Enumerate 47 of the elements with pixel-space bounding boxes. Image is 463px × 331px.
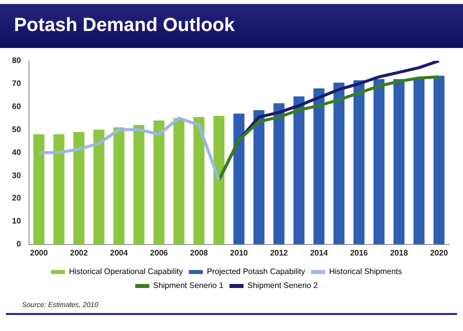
x-tick-label: 2012 — [270, 248, 288, 258]
x-tick-label: 2008 — [190, 248, 208, 258]
y-tick-label: 60 — [12, 102, 22, 111]
bar — [193, 117, 204, 244]
bar — [153, 120, 164, 244]
bar — [213, 116, 224, 244]
bar — [413, 78, 424, 244]
bar — [233, 114, 244, 244]
bar — [433, 76, 444, 244]
x-tick-label: 2020 — [430, 248, 448, 258]
bar — [173, 118, 184, 244]
y-tick-label: 40 — [12, 148, 22, 157]
x-tick-label: 2016 — [350, 248, 368, 258]
y-tick-label: 10 — [12, 216, 22, 226]
bar — [333, 82, 344, 244]
bar — [293, 96, 304, 244]
bar — [113, 127, 124, 244]
legend-label: Shipment Senerio 2 — [248, 281, 318, 290]
bar — [353, 80, 364, 244]
x-tick-label: 2014 — [310, 248, 328, 258]
chart-title: Potash Demand Outlook — [0, 4, 463, 48]
y-tick-label: 50 — [12, 124, 22, 134]
y-tick-label: 70 — [12, 78, 22, 88]
bar — [33, 134, 44, 244]
y-tick-label: 80 — [12, 56, 22, 66]
x-tick-label: 2004 — [110, 248, 128, 258]
x-tick-label: 2006 — [150, 248, 168, 258]
bar — [313, 88, 324, 244]
x-tick-label: 2000 — [30, 248, 48, 258]
x-tick-label: 2002 — [70, 248, 88, 258]
bar — [133, 125, 144, 244]
bar — [393, 79, 404, 244]
bar — [93, 130, 104, 244]
x-tick-label: 2018 — [390, 248, 408, 258]
bar — [253, 110, 264, 244]
legend-label: Projected Potash Capability — [206, 267, 306, 276]
legend-label: Historical Shipments — [329, 267, 402, 276]
y-tick-label: 20 — [12, 194, 22, 203]
legend-label: Shipment Senerio 1 — [153, 281, 224, 290]
legend-label: Historical Operational Capability — [68, 267, 183, 276]
y-tick-label: 30 — [12, 170, 22, 180]
bar — [53, 134, 64, 244]
bar — [73, 132, 84, 244]
x-tick-label: 2010 — [230, 248, 248, 258]
bar — [273, 103, 284, 244]
y-tick-label: 0 — [16, 240, 22, 249]
bar — [373, 79, 384, 244]
